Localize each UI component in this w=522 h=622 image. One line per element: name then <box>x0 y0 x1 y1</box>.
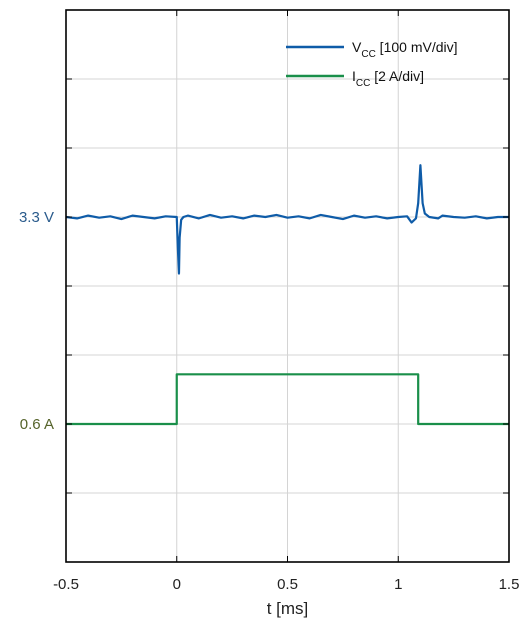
x-tick-label-2: 0.5 <box>277 576 298 593</box>
legend: VCC [100 mV/div] ICC [2 A/div] <box>286 39 458 89</box>
plot-frame <box>65 9 510 563</box>
level-label-1: 0.6 A <box>20 416 54 433</box>
x-axis-label: t [ms] <box>267 599 309 618</box>
x-tick-label-1: 0 <box>173 576 181 593</box>
series-layer <box>65 164 509 426</box>
legend-entry-1: ICC [2 A/div] <box>352 68 424 89</box>
grid <box>66 10 509 562</box>
level-label-0: 3.3 V <box>19 209 54 226</box>
series-line-1 <box>66 373 509 426</box>
x-tick-label-4: 1.5 <box>499 576 520 593</box>
x-tick-label-0: -0.5 <box>53 576 79 593</box>
legend-entry-0: VCC [100 mV/div] <box>352 39 458 60</box>
tick-labels: -0.5 0 0.5 1 1.5 <box>53 576 519 593</box>
level-labels: 3.3 V 0.6 A <box>19 209 54 433</box>
series-line-0 <box>65 164 509 275</box>
x-tick-label-3: 1 <box>394 576 402 593</box>
